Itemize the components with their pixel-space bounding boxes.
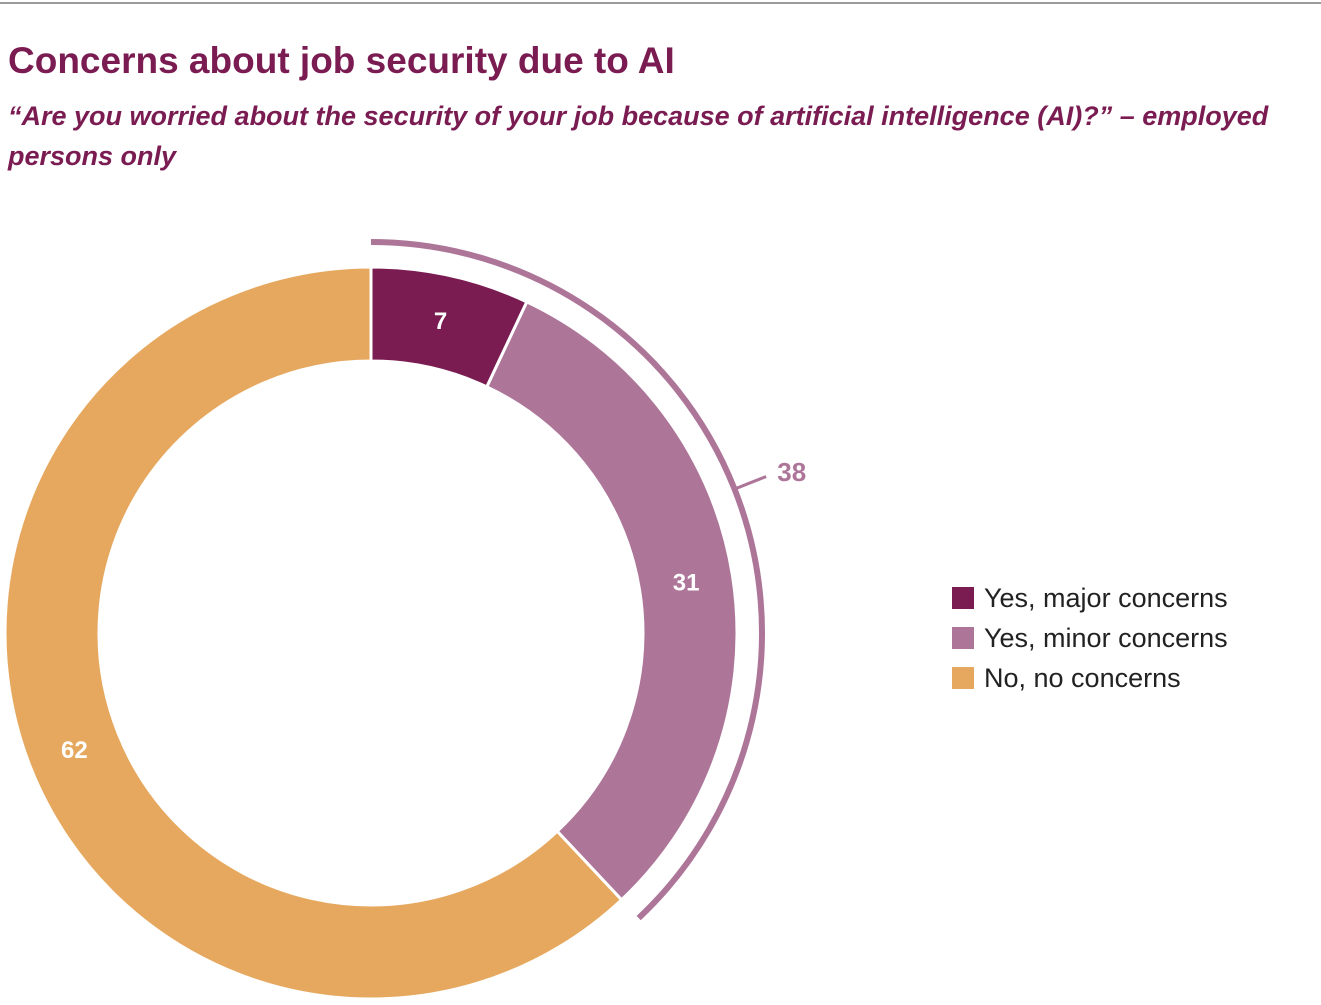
legend: Yes, major concerns Yes, minor concerns No…	[952, 578, 1228, 698]
legend-swatch-yes-major-concerns	[952, 587, 974, 609]
bracket-arc	[370, 239, 765, 921]
legend-label-yes-major-concerns: Yes, major concerns	[984, 582, 1228, 613]
legend-swatch-yes-minor-concerns	[952, 627, 974, 649]
legend-label-no-no-concerns: No, no concerns	[984, 662, 1181, 693]
slice-label-yes-minor-concerns: 31	[673, 570, 700, 597]
slice-label-no-no-concerns: 62	[61, 737, 88, 764]
bracket-label: 38	[777, 457, 806, 487]
chart-subtitle: “Are you worried about the security of y…	[8, 101, 1269, 171]
chart-title: Concerns about job security due to AI	[8, 40, 675, 81]
legend-item-no-no-concerns: No, no concerns	[952, 658, 1228, 698]
legend-swatch-no-no-concerns	[952, 667, 974, 689]
slice-no-no-concerns	[3, 265, 624, 1001]
slice-label-yes-major-concerns: 7	[434, 308, 447, 335]
legend-item-yes-minor-concerns: Yes, minor concerns	[952, 618, 1228, 658]
slice-yes-minor-concerns	[484, 299, 739, 902]
top-rule	[0, 2, 1321, 4]
legend-item-yes-major-concerns: Yes, major concerns	[952, 578, 1228, 618]
bracket-tick	[733, 475, 767, 491]
legend-label-yes-minor-concerns: Yes, minor concerns	[984, 622, 1228, 653]
